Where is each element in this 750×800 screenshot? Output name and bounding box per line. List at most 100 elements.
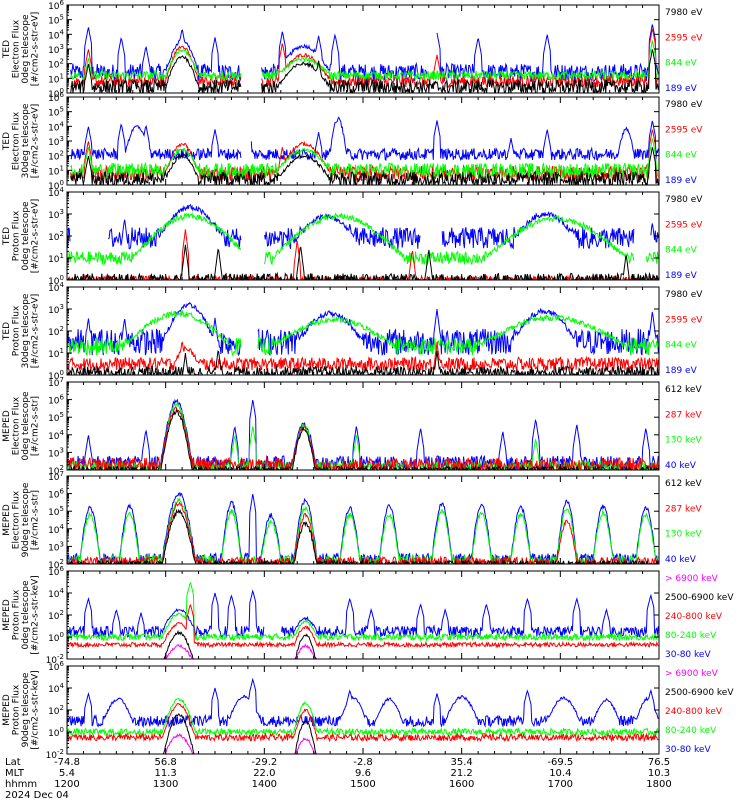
legend-entry-green: 80-240 keV [665,726,717,736]
y-tick-label: 102 [48,58,64,71]
y-axis-label-line: 0deg telescope [21,391,31,461]
series-green [67,309,659,357]
series-red [67,501,659,564]
legend-entry-magenta: > 6900 keV [665,669,719,679]
y-axis-label-line: Proton Flux [12,210,22,261]
y-axis-label-line: 30deg telescope [21,103,31,178]
y-axis-label-line: TED [2,132,12,151]
y-tick-label: 103 [48,208,64,221]
legend-entry-blue: 40 keV [665,461,697,471]
y-tick-label: 104 [48,28,64,41]
footer-lat-value: -69.5 [547,757,573,768]
panel-3: 100 101 102 103 104 TED Proton Flux 0deg telesc… [2,186,703,287]
y-tick-label: 104 [48,682,64,695]
legend-entry-blue: 189 eV [665,271,698,281]
series-red [67,229,659,280]
y-axis-label-line: Proton Flux [12,684,22,735]
series-blue [67,492,659,564]
series-green [70,138,659,180]
y-tick-label: 104 [48,186,64,199]
y-tick-label: 101 [48,164,64,177]
y-axis-label-line: 90deg telescope [21,672,31,747]
footer-lat-value: 76.5 [648,757,670,768]
legend-entry-red: 240-800 keV [665,707,723,717]
legend-entry-green: 844 eV [665,59,698,69]
y-axis-label-line: 0deg telescope [21,201,31,271]
y-axis-label-line: [#/cm2-s-str] [31,396,41,456]
y-tick-label: 103 [48,303,64,316]
y-axis-label-line: MEPED [2,694,12,726]
legend-entry-black: 7980 eV [665,290,703,300]
date-label: 2024 Dec 04 [5,790,69,800]
y-axis-label-line: [#/cm2-s-str-eV] [31,199,41,274]
y-axis-label-line: MEPED [2,410,12,442]
y-tick-label: 102 [48,150,64,163]
legend-entry-green: 844 eV [665,341,698,351]
footer-lat-value: -29.2 [251,757,277,768]
legend-entry-blue: 189 eV [665,366,698,376]
legend-entry-red: 287 keV [665,504,702,514]
y-tick-label: 104 [48,429,64,442]
y-axis-label-line: TED [2,322,12,341]
y-tick-label: 104 [48,523,64,536]
footer-mlt-value: 10.4 [549,768,571,779]
y-tick-label: 10-2 [46,748,64,761]
series-blue [70,24,659,83]
legend-entry-black: 612 keV [665,385,702,395]
legend-entry-green: 844 eV [665,151,698,161]
footer-hhmm-value: 1500 [350,779,375,790]
y-tick-label: 105 [48,14,64,27]
legend-entry-black: 612 keV [665,479,702,489]
footer-mlt-value: 5.4 [59,768,75,779]
y-axis-label-line: Electron Flux [12,490,22,549]
legend-entry-red: 2595 eV [665,33,703,43]
y-tick-label: 103 [48,43,64,56]
footer-hhmm-value: 1200 [54,779,79,790]
y-tick-label: 103 [48,135,64,148]
series-green [70,40,659,82]
footer-hhmm-value: 1300 [153,779,178,790]
series-blue [67,301,659,357]
y-tick-label: 101 [48,252,64,265]
y-tick-label: 105 [48,411,64,424]
legend-entry-blue: 40 keV [665,555,697,565]
y-tick-label: 10-2 [46,653,64,666]
legend-entry-black: 7980 eV [665,100,703,110]
panel-data [67,581,659,659]
panel-frame [66,4,660,94]
series-red [70,129,659,183]
legend-entry-black: 2500-6900 keV [665,593,734,603]
y-axis-label-line: 0deg telescope [21,14,31,84]
legend-entry-red: 2595 eV [665,315,703,325]
footer-label-hhmm: hhmm [5,779,37,790]
y-axis-label-line: Electron Flux [12,396,22,455]
series-black [70,147,659,185]
y-axis-label-line: TED [2,227,12,246]
y-tick-label: 101 [48,72,64,85]
y-axis-label-line: 0deg telescope [21,580,31,650]
legend-entry-red: 240-800 keV [665,612,723,622]
y-axis-label-line: Proton Flux [12,589,22,640]
legend-entry-green: 844 eV [665,246,698,256]
footer-hhmm-value: 1400 [252,779,277,790]
legend-entry-blue: 30-80 keV [665,745,711,755]
footer-mlt-value: 10.3 [648,768,670,779]
y-tick-label: 106 [48,0,64,12]
y-tick-label: 100 [48,179,64,192]
y-axis-label-line: 30deg telescope [21,293,31,368]
y-tick-label: 104 [48,120,64,133]
y-axis-label-line: [#/cm2-s-str-eV] [31,104,41,179]
y-axis-label-line: [#/cm2-s-str-keV] [31,670,41,749]
y-tick-label: 106 [48,660,64,673]
footer-label-lat: Lat [5,757,21,768]
y-tick-label: 102 [48,558,64,571]
panel-5: 102 103 104 105 106 107 MEPED Electron Flux 0deg… [2,376,702,477]
series-blue [67,589,659,639]
legend-entry-green: 80-240 keV [665,631,717,641]
y-tick-label: 106 [48,91,64,104]
footer-hhmm-value: 1700 [548,779,573,790]
panel-frame [66,475,660,565]
y-axis-label-line: [#/cm2-s-str] [31,490,41,550]
